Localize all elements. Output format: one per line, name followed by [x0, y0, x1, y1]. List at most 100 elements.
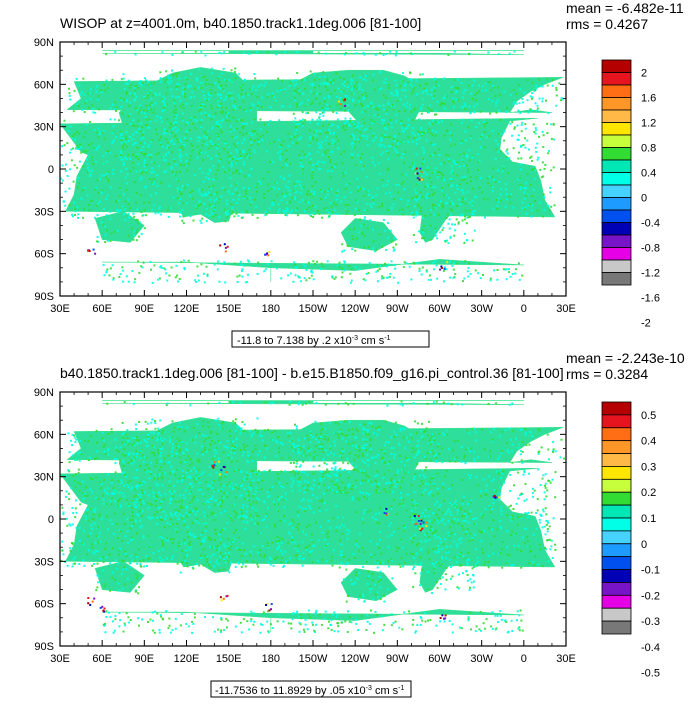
colorbar-swatch: [602, 531, 631, 544]
x-tick-label: 120E: [174, 303, 200, 315]
colorbar-swatch: [602, 160, 631, 173]
colorbar-swatch: [602, 492, 631, 505]
colorbar-swatch: [602, 570, 631, 583]
colorbar-swatch: [602, 148, 631, 161]
colorbar-label: -2: [641, 318, 651, 330]
y-tick-label: 30S: [34, 206, 54, 218]
colorbar-swatch: [602, 557, 631, 570]
y-tick-label: 90S: [34, 291, 54, 303]
colorbar-swatch: [602, 85, 631, 98]
colorbar-swatch: [602, 415, 631, 428]
y-tick-label: 30N: [34, 472, 54, 484]
y-tick-label: 30N: [34, 122, 54, 134]
y-tick-label: 60N: [34, 429, 54, 441]
colorbar-swatch: [602, 210, 631, 223]
colorbar-swatch: [602, 73, 631, 86]
colorbar-swatch: [602, 248, 631, 261]
x-tick-label: 30W: [470, 653, 493, 665]
colorbar-label: 1.6: [641, 93, 656, 105]
top-colorbar: 21.61.20.80.40-0.4-0.8-1.2-1.6-2: [602, 60, 660, 330]
colorbar-label: -0.1: [641, 565, 660, 577]
colorbar-label: 0.4: [641, 436, 656, 448]
colorbar-swatch: [602, 454, 631, 467]
colorbar-swatch: [602, 235, 631, 248]
x-tick-label: 150E: [216, 303, 242, 315]
x-tick-label: 90W: [386, 303, 409, 315]
colorbar-swatch: [602, 505, 631, 518]
colorbar-swatch: [602, 60, 631, 73]
y-tick-label: 30S: [34, 556, 54, 568]
colorbar-label: -1.2: [641, 268, 660, 280]
x-tick-label: 60E: [92, 303, 112, 315]
y-tick-label: 60N: [34, 79, 54, 91]
x-tick-label: 30E: [556, 653, 576, 665]
colorbar-label: 0.8: [641, 143, 656, 155]
x-tick-label: 0: [521, 303, 527, 315]
bottom-colorbar: 0.5 0.4 0.3 0.2 0.1 0 -0.1 -0.2 -0.3 -0.4 -0.5: [602, 402, 660, 680]
x-tick-label: 90E: [135, 653, 155, 665]
colorbar-label: 0: [641, 539, 647, 551]
colorbar-label: -0.5: [641, 668, 660, 680]
bottom-rms-stat: rms = 0.3284: [566, 366, 648, 382]
colorbar-label: 0.5: [641, 410, 656, 422]
colorbar-label: -1.6: [641, 293, 660, 305]
colorbar-label: -0.2: [641, 590, 660, 602]
x-tick-label: 150W: [299, 303, 328, 315]
colorbar-swatch: [602, 518, 631, 531]
colorbar-swatch: [602, 123, 631, 136]
y-tick-label: 90N: [34, 37, 54, 49]
colorbar-swatch: [602, 402, 631, 415]
x-tick-label: 150E: [216, 653, 242, 665]
colorbar-swatch: [602, 621, 631, 634]
y-tick-label: 60S: [34, 249, 54, 261]
x-tick-label: 120W: [341, 653, 370, 665]
colorbar-label: 0.2: [641, 487, 656, 499]
colorbar-swatch: [602, 185, 631, 198]
bottom-map: [60, 392, 566, 646]
colorbar-label: 1.2: [641, 118, 656, 130]
x-tick-label: 120W: [341, 303, 370, 315]
colorbar-swatch: [602, 173, 631, 186]
bottom-panel: b40.1850.track1.1deg.006 [81-100] - b.e1…: [34, 350, 685, 697]
top-mean-stat: mean = -6.482e-11: [566, 0, 684, 16]
top-map: [60, 42, 566, 296]
top-rms-stat: rms = 0.4267: [566, 16, 648, 32]
colorbar-label: 2: [641, 68, 647, 80]
x-tick-label: 90W: [386, 653, 409, 665]
x-tick-label: 30E: [556, 303, 576, 315]
colorbar-label: -0.4: [641, 218, 660, 230]
colorbar-label: -0.8: [641, 243, 660, 255]
x-tick-label: 60W: [428, 303, 451, 315]
colorbar-swatch: [602, 223, 631, 236]
colorbar-swatch: [602, 479, 631, 492]
colorbar-label: 0.3: [641, 461, 656, 473]
colorbar-label: 0: [641, 193, 647, 205]
top-panel: WISOP at z=4001.0m, b40.1850.track1.1deg…: [34, 0, 684, 347]
y-tick-label: 0: [48, 514, 54, 526]
x-tick-label: 180: [262, 653, 280, 665]
svg-text:-11.8 to 7.138 by .2 x10-3 cm: -11.8 to 7.138 by .2 x10-3 cm s-1: [237, 335, 391, 347]
x-tick-label: 90E: [135, 303, 155, 315]
y-tick-label: 90S: [34, 641, 54, 653]
colorbar-swatch: [602, 608, 631, 621]
colorbar-swatch: [602, 441, 631, 454]
top-contour-info: -11.8 to 7.138 by .2 x10-3 cm s-1: [232, 331, 429, 347]
top-panel-title: WISOP at z=4001.0m, b40.1850.track1.1deg…: [60, 15, 421, 31]
colorbar-swatch: [602, 544, 631, 557]
x-tick-label: 180: [262, 303, 280, 315]
colorbar-swatch: [602, 273, 631, 286]
x-tick-label: 30E: [50, 303, 70, 315]
colorbar-swatch: [602, 260, 631, 273]
colorbar-swatch: [602, 582, 631, 595]
bottom-contour-info: -11.7536 to 11.8929 by .05 x10-3 cm s-1: [211, 681, 411, 697]
colorbar-swatch: [602, 135, 631, 148]
bottom-panel-title: b40.1850.track1.1deg.006 [81-100] - b.e1…: [60, 365, 564, 381]
colorbar-label: -0.3: [641, 616, 660, 628]
colorbar-swatch: [602, 466, 631, 479]
colorbar-swatch: [602, 98, 631, 111]
colorbar-label: -0.4: [641, 642, 660, 654]
x-tick-label: 30W: [470, 303, 493, 315]
y-tick-label: 90N: [34, 387, 54, 399]
colorbar-label: 0.1: [641, 513, 656, 525]
